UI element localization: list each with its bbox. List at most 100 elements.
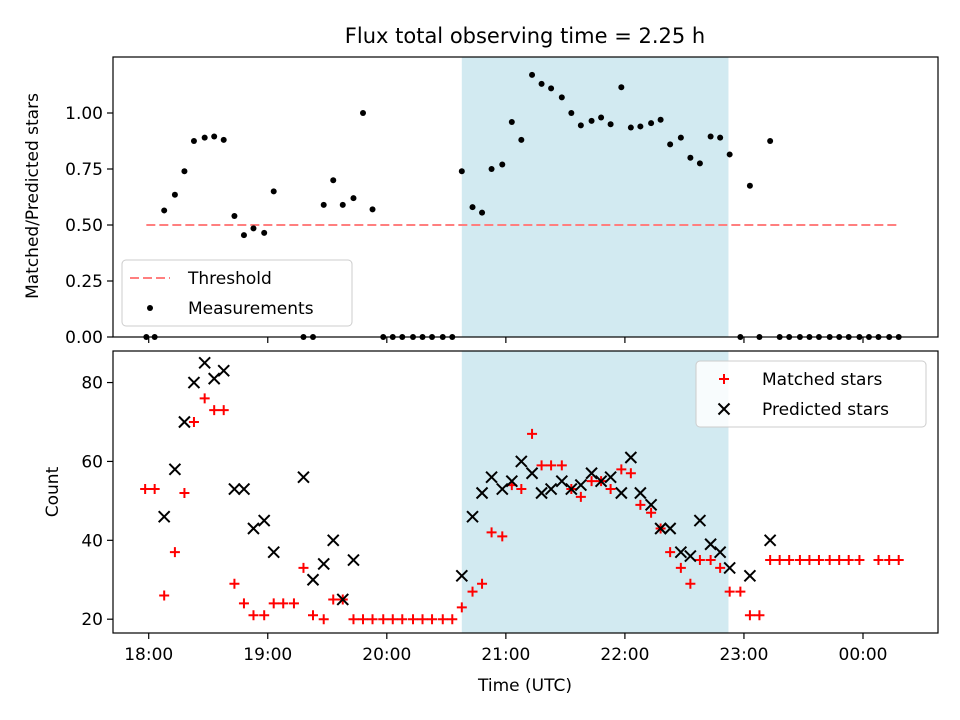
predicted-point: [257, 514, 271, 527]
x-axis-label: Time (UTC): [477, 676, 572, 696]
predicted-point: [475, 486, 489, 500]
predicted-point: [693, 514, 707, 527]
matched-point: [843, 555, 854, 566]
matched-point: [556, 460, 567, 471]
matched-point: [893, 555, 904, 566]
matched-point: [635, 499, 646, 510]
bottom-y-tick-label: 60: [81, 452, 103, 472]
measurement-point: [648, 120, 655, 127]
predicted-point: [604, 471, 617, 484]
matched-point: [417, 614, 428, 625]
matched-point: [705, 555, 716, 566]
matched-point: [685, 578, 696, 589]
matched-point: [308, 610, 318, 621]
predicted-point: [713, 545, 727, 559]
measurement-point: [568, 110, 575, 116]
predicted-point: [485, 471, 498, 484]
predicted-point: [336, 593, 349, 606]
bottom-series-matched-stars: [140, 393, 904, 625]
measurement-point: [161, 207, 168, 214]
bottom-legend: Matched stars Predicted stars: [695, 360, 927, 428]
matched-point: [527, 428, 538, 439]
predicted-point: [157, 510, 171, 523]
predicted-point: [615, 486, 628, 500]
predicted-point: [654, 522, 667, 535]
matched-point: [259, 610, 270, 621]
measurement-point: [240, 232, 247, 239]
matched-point: [159, 590, 170, 601]
matched-point: [477, 578, 488, 589]
matched-point: [546, 460, 557, 471]
predicted-point: [743, 569, 757, 583]
matched-point: [427, 614, 438, 625]
predicted-point: [168, 463, 182, 476]
matched-point: [794, 555, 805, 566]
bottom-legend-box: [695, 360, 927, 428]
top-y-axis-label: Matched/Predicted stars: [23, 93, 43, 299]
matched-point: [140, 484, 151, 495]
matched-point: [288, 598, 299, 609]
measurement-point: [261, 229, 268, 236]
matched-point: [348, 614, 359, 625]
bottom-series-predicted-stars: [157, 356, 777, 606]
measurement-point: [607, 121, 614, 128]
matched-point: [854, 555, 865, 566]
matched-point: [238, 598, 249, 609]
matched-point: [774, 555, 785, 566]
measurement-point: [488, 166, 495, 172]
bottom-axes-frame: [112, 350, 939, 634]
matched-point: [378, 614, 389, 625]
measurement-point: [220, 136, 227, 143]
bottom-x-tick-label: 18:00: [124, 645, 173, 665]
top-y-tick-label: 0.50: [65, 216, 103, 236]
predicted-point: [466, 510, 479, 523]
top-y-tick-label: 0.25: [65, 272, 103, 292]
measurement-point: [350, 195, 357, 202]
predicted-point: [555, 474, 569, 488]
measurement-point: [190, 138, 197, 144]
predicted-point: [674, 545, 688, 559]
measurement-point: [171, 191, 178, 198]
top-legend: Threshold Measurements: [121, 259, 353, 327]
bottom-panel: 20 40 60 80 18:00 19:00 20:00 21:00 22:00 23:00 00…: [81, 350, 939, 665]
matched-point: [575, 491, 586, 502]
predicted-point: [644, 498, 658, 512]
matched-point: [873, 555, 884, 566]
predicted-point: [505, 474, 519, 488]
bottom-x-tick-label: 19:00: [243, 645, 292, 665]
predicted-point: [237, 482, 251, 496]
legend-measurement-swatch: [147, 305, 153, 311]
matched-point: [646, 507, 657, 518]
predicted-point: [535, 486, 548, 500]
measurement-point: [339, 201, 346, 208]
measurement-point: [717, 134, 724, 141]
matched-point: [765, 555, 776, 566]
predicted-point: [515, 455, 528, 468]
measurement-point: [479, 209, 486, 216]
predicted-point: [187, 376, 201, 389]
matched-point: [408, 614, 418, 625]
bottom-observing-window: [461, 351, 729, 633]
matched-point: [754, 610, 765, 621]
predicted-point: [217, 364, 230, 377]
predicted-point: [198, 356, 211, 370]
bottom-x-tick-label: 23:00: [719, 645, 768, 665]
matched-point: [278, 598, 289, 609]
predicted-point: [574, 478, 588, 492]
chart-title: Flux total observing time = 2.25 h: [345, 24, 705, 48]
matched-point: [486, 527, 497, 538]
top-legend-label: Measurements: [188, 299, 314, 319]
matched-point: [694, 555, 705, 566]
matched-point: [328, 594, 339, 605]
matched-point: [824, 555, 835, 566]
predicted-point: [624, 451, 638, 464]
measurement-point: [458, 168, 465, 175]
matched-point: [884, 555, 895, 566]
predicted-point: [763, 534, 777, 547]
matched-point: [179, 487, 190, 498]
predicted-point: [544, 482, 558, 496]
bottom-y-tick-label: 80: [81, 374, 103, 394]
predicted-point: [455, 569, 469, 583]
